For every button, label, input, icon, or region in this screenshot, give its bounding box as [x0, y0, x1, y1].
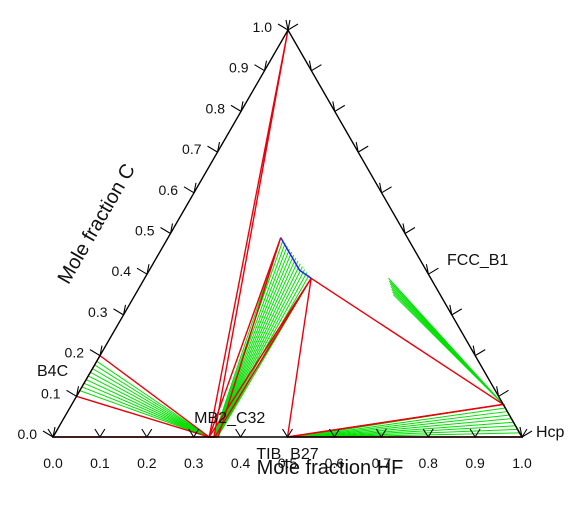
tie-line	[90, 371, 210, 438]
right-tick	[519, 426, 533, 438]
phase-label: FCC_B1	[447, 252, 508, 269]
bottom-tick	[94, 428, 106, 439]
phase-labels: B4C MB2_C32 TIB_B27 FCC_B1 Hcp	[37, 252, 565, 463]
bottom-tick-label: 0.5	[278, 455, 298, 471]
tie-line	[307, 414, 510, 438]
phase-label: MB2_C32	[194, 410, 265, 427]
tie-triangles	[53, 29, 524, 438]
ternary-frame	[51, 28, 524, 438]
tie-line	[303, 411, 508, 438]
right-tick	[379, 182, 392, 194]
bottom-tick-labels: 0.0 0.1 0.2 0.3 0.4 0.5 0.6 0.7 0.8 0.9 1.0	[43, 455, 532, 471]
bottom-tick-label: 0.4	[231, 455, 251, 471]
bottom-tick-label: 0.8	[418, 455, 438, 471]
left-tick-label: 0.6	[159, 182, 179, 198]
left-tick	[113, 304, 127, 316]
right-tick	[472, 345, 486, 357]
left-tick	[230, 101, 244, 112]
left-tick-labels: 0.0 0.1 0.2 0.3 0.4 0.5 0.6 0.7 0.8 0.9 1.0	[18, 19, 273, 442]
phase-label: Hcp	[536, 424, 565, 441]
right-tick	[402, 223, 416, 234]
bottom-tick	[188, 428, 200, 439]
bottom-tick	[422, 428, 434, 439]
left-tick-label: 0.0	[18, 426, 38, 442]
tie-line	[215, 260, 299, 438]
fcc-phase-boundary	[280, 237, 312, 279]
bottom-tick-label: 1.0	[512, 455, 532, 471]
bottom-tick	[469, 428, 481, 439]
left-tick	[89, 345, 103, 357]
bottom-tick-label: 0.3	[184, 455, 204, 471]
axis-ticks	[42, 19, 533, 439]
tie-line	[392, 294, 504, 405]
left-tick-label: 0.2	[65, 345, 85, 361]
right-tick	[496, 386, 509, 397]
tie-line	[94, 364, 210, 438]
tie-line	[317, 425, 516, 438]
tie-line	[216, 266, 303, 438]
tie-line-fans	[79, 237, 520, 438]
left-tick-label: 1.0	[253, 19, 273, 35]
bottom-tick-label: 0.9	[465, 455, 485, 471]
tie-line	[314, 421, 514, 438]
left-tick-label: 0.8	[206, 100, 226, 116]
right-tick	[285, 19, 299, 31]
right-tick	[425, 264, 439, 275]
tie-line	[215, 263, 301, 438]
tie-line	[81, 386, 210, 438]
tie-line	[96, 360, 210, 438]
left-tick-label: 0.9	[229, 60, 249, 76]
right-tick	[332, 101, 346, 112]
bottom-tick	[141, 428, 153, 439]
bottom-tick	[516, 428, 528, 439]
left-tick	[42, 426, 56, 438]
left-tick	[183, 182, 197, 194]
left-tick-label: 0.7	[182, 141, 202, 157]
right-tick	[449, 304, 463, 316]
phase-label: B4C	[37, 363, 68, 380]
tie-line	[85, 379, 210, 438]
left-tick	[277, 19, 291, 31]
left-tick-label: 0.3	[88, 304, 108, 320]
right-tick	[308, 60, 322, 72]
bottom-tick-label: 0.1	[90, 455, 110, 471]
tie-line	[213, 243, 286, 438]
left-tick	[66, 386, 80, 397]
bottom-tick	[282, 428, 293, 439]
bottom-tick-label: 0.2	[137, 455, 157, 471]
left-tick	[254, 60, 268, 72]
tie-line	[310, 418, 512, 438]
tie-line	[214, 249, 290, 438]
tie-line	[83, 382, 210, 438]
bottom-tick	[375, 428, 387, 439]
tie-line	[79, 390, 210, 438]
x-axis-title: Mole fraction HF	[257, 457, 404, 479]
bottom-tick-label: 0.0	[43, 455, 63, 471]
tie-line	[88, 375, 210, 438]
left-tick-label: 0.1	[41, 385, 61, 401]
phase-label: TIB_B27	[256, 446, 318, 463]
bottom-tick-label: 0.6	[325, 455, 345, 471]
bottom-tick-label: 0.7	[372, 455, 392, 471]
left-tick-label: 0.4	[112, 263, 132, 279]
tie-line	[300, 407, 506, 438]
left-tick	[207, 141, 221, 153]
tie-line	[92, 368, 210, 438]
left-tick-label: 0.5	[135, 223, 155, 239]
tie-line	[321, 428, 518, 438]
bottom-tick	[235, 428, 247, 439]
tie-line	[214, 246, 288, 438]
left-tick	[160, 223, 174, 234]
right-tick	[355, 141, 369, 153]
left-tick	[136, 264, 150, 275]
bottom-tick	[328, 428, 340, 439]
